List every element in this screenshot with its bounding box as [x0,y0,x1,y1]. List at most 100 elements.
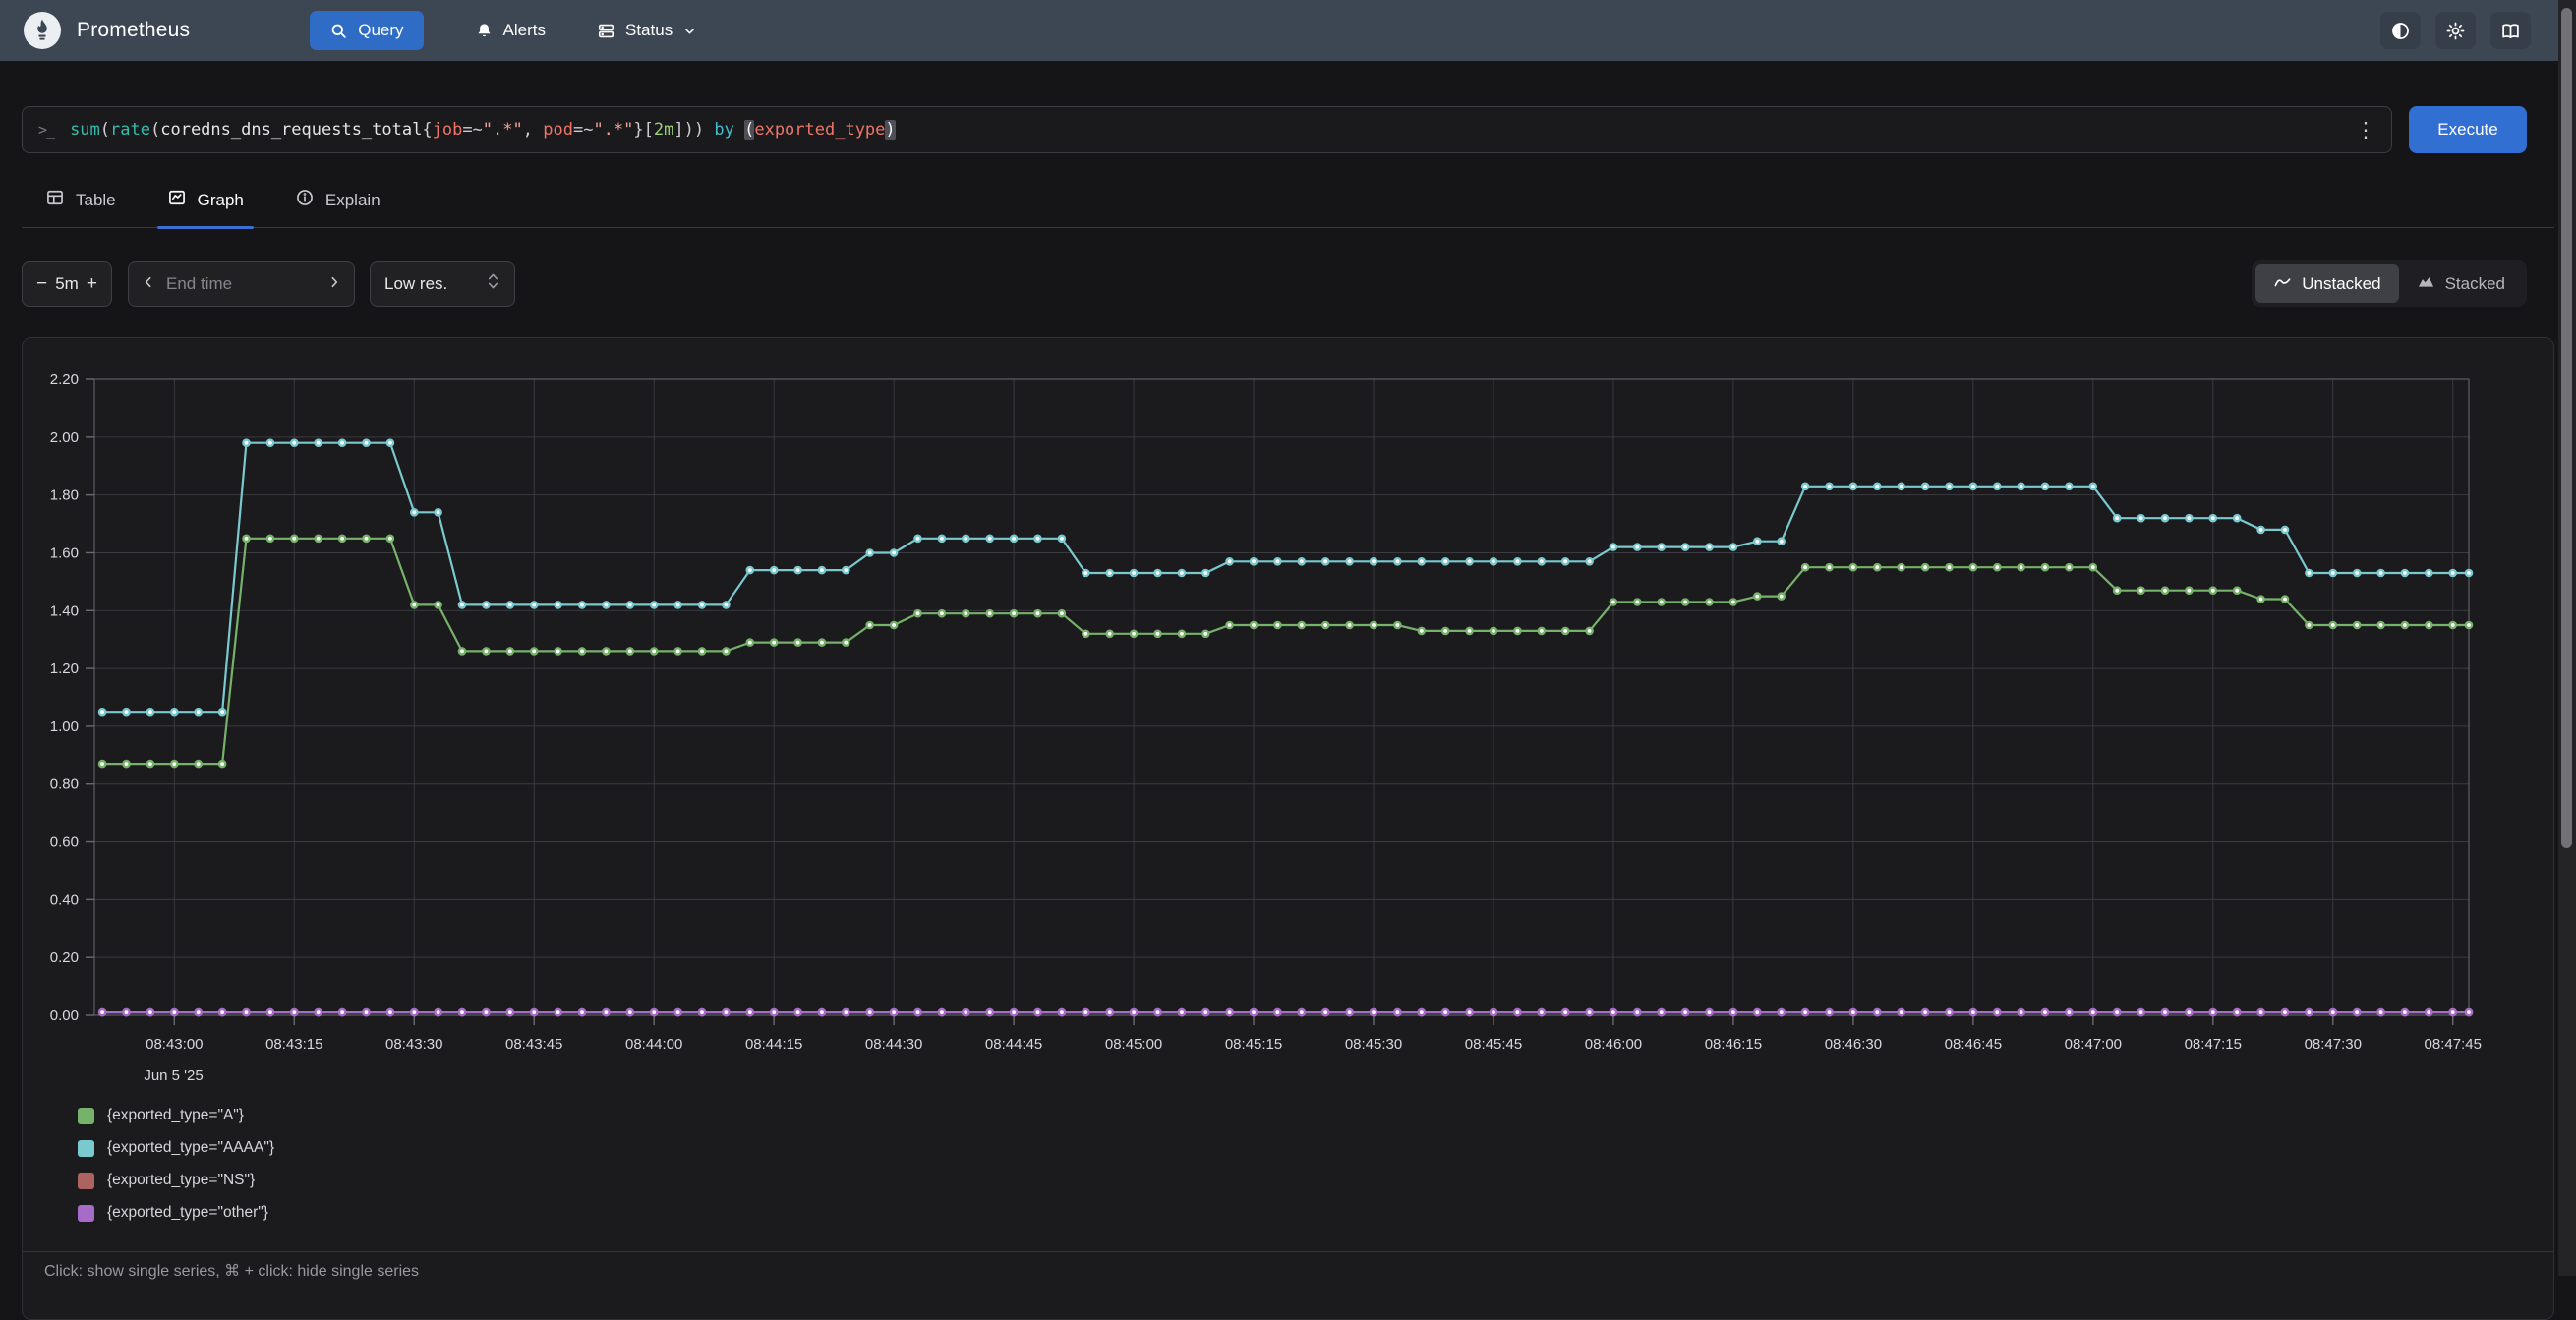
data-point[interactable] [1680,543,1690,551]
data-point[interactable] [1585,1007,1594,1017]
data-point[interactable] [1800,1007,1810,1017]
end-time-prev-button[interactable] [141,274,156,293]
data-point[interactable] [1705,1007,1714,1017]
data-point[interactable] [2137,586,2145,596]
tab-explain[interactable]: Explain [289,188,386,227]
data-point[interactable] [1968,1007,1978,1017]
data-point[interactable] [554,601,562,609]
data-point[interactable] [1945,1007,1954,1017]
data-point[interactable] [2256,1007,2265,1017]
data-point[interactable] [1489,1007,1498,1017]
data-point[interactable] [2088,562,2098,572]
data-point[interactable] [1393,620,1402,630]
data-point[interactable] [1153,568,1162,578]
data-point[interactable] [2352,568,2362,578]
data-point[interactable] [1177,629,1187,639]
nav-alerts[interactable]: Alerts [475,21,546,40]
data-point[interactable] [1800,562,1810,572]
data-point[interactable] [2017,482,2025,491]
data-point[interactable] [673,647,682,656]
data-point[interactable] [265,1007,275,1017]
data-point[interactable] [385,534,395,544]
data-point[interactable] [602,601,611,609]
data-point[interactable] [2305,1007,2313,1017]
data-point[interactable] [1057,1007,1067,1017]
data-point[interactable] [1657,1007,1666,1017]
data-point[interactable] [1320,620,1330,630]
data-point[interactable] [1848,562,1858,572]
data-point[interactable] [1345,620,1354,630]
data-point[interactable] [97,707,107,717]
settings-button[interactable] [2435,12,2476,49]
data-point[interactable] [314,1007,323,1017]
data-point[interactable] [889,1007,899,1017]
nav-query-button[interactable]: Query [310,11,424,50]
data-point[interactable] [1993,562,2002,572]
data-point[interactable] [265,438,275,447]
data-point[interactable] [2328,568,2338,578]
data-point[interactable] [1177,568,1187,578]
data-point[interactable] [697,647,707,656]
data-point[interactable] [1920,562,1930,572]
data-point[interactable] [1201,1007,1210,1017]
data-point[interactable] [2185,513,2194,523]
data-point[interactable] [2376,620,2385,630]
data-point[interactable] [913,534,922,544]
data-point[interactable] [1945,482,1954,491]
data-point[interactable] [769,1007,779,1017]
data-point[interactable] [337,1007,347,1017]
data-point[interactable] [2040,562,2050,572]
data-point[interactable] [2280,1007,2290,1017]
data-point[interactable] [745,565,755,575]
data-point[interactable] [842,638,850,647]
data-point[interactable] [1848,1007,1858,1017]
data-point[interactable] [1297,620,1307,630]
data-point[interactable] [962,608,970,618]
data-point[interactable] [1417,556,1427,566]
data-point[interactable] [985,1007,995,1017]
data-point[interactable] [1033,1007,1042,1017]
data-point[interactable] [1897,1007,1905,1017]
data-point[interactable] [1393,1007,1402,1017]
data-point[interactable] [1993,1007,2002,1017]
data-point[interactable] [1105,568,1114,578]
resolution-select[interactable]: Low res. [370,260,515,307]
data-point[interactable] [2376,568,2385,578]
query-options-menu-button[interactable]: ⋮ [2350,120,2381,141]
data-point[interactable] [385,1007,395,1017]
end-time-next-button[interactable] [326,274,342,293]
data-point[interactable] [1273,556,1282,566]
data-point[interactable] [649,1007,659,1017]
data-point[interactable] [434,1007,442,1017]
data-point[interactable] [2352,620,2362,630]
data-point[interactable] [1153,1007,1162,1017]
data-point[interactable] [1105,629,1114,639]
data-point[interactable] [242,438,251,447]
graph-canvas[interactable]: 0.00 0.20 0.40 0.60 0.80 1.00 1.20 1.40 1.60 1.80… [23,338,2555,1087]
data-point[interactable] [1320,1007,1330,1017]
data-point[interactable] [2400,568,2410,578]
data-point[interactable] [409,601,419,609]
data-point[interactable] [769,565,779,575]
data-point[interactable] [482,1007,491,1017]
data-point[interactable] [1033,608,1042,618]
data-point[interactable] [2400,1007,2410,1017]
data-point[interactable] [146,759,155,769]
data-point[interactable] [1082,1007,1090,1017]
data-point[interactable] [1560,1007,1570,1017]
legend-item[interactable]: {exported_type="other"} [78,1204,274,1222]
data-point[interactable] [1129,1007,1139,1017]
data-point[interactable] [194,759,203,769]
data-point[interactable] [1417,626,1427,636]
data-point[interactable] [2088,482,2098,491]
data-point[interactable] [1753,592,1762,601]
data-point[interactable] [1513,556,1522,566]
data-point[interactable] [2208,513,2218,523]
execute-button[interactable]: Execute [2409,106,2527,153]
data-point[interactable] [2065,482,2074,491]
data-point[interactable] [529,601,539,609]
data-point[interactable] [1465,1007,1474,1017]
data-point[interactable] [409,1007,419,1017]
data-point[interactable] [217,759,227,769]
data-point[interactable] [793,638,802,647]
